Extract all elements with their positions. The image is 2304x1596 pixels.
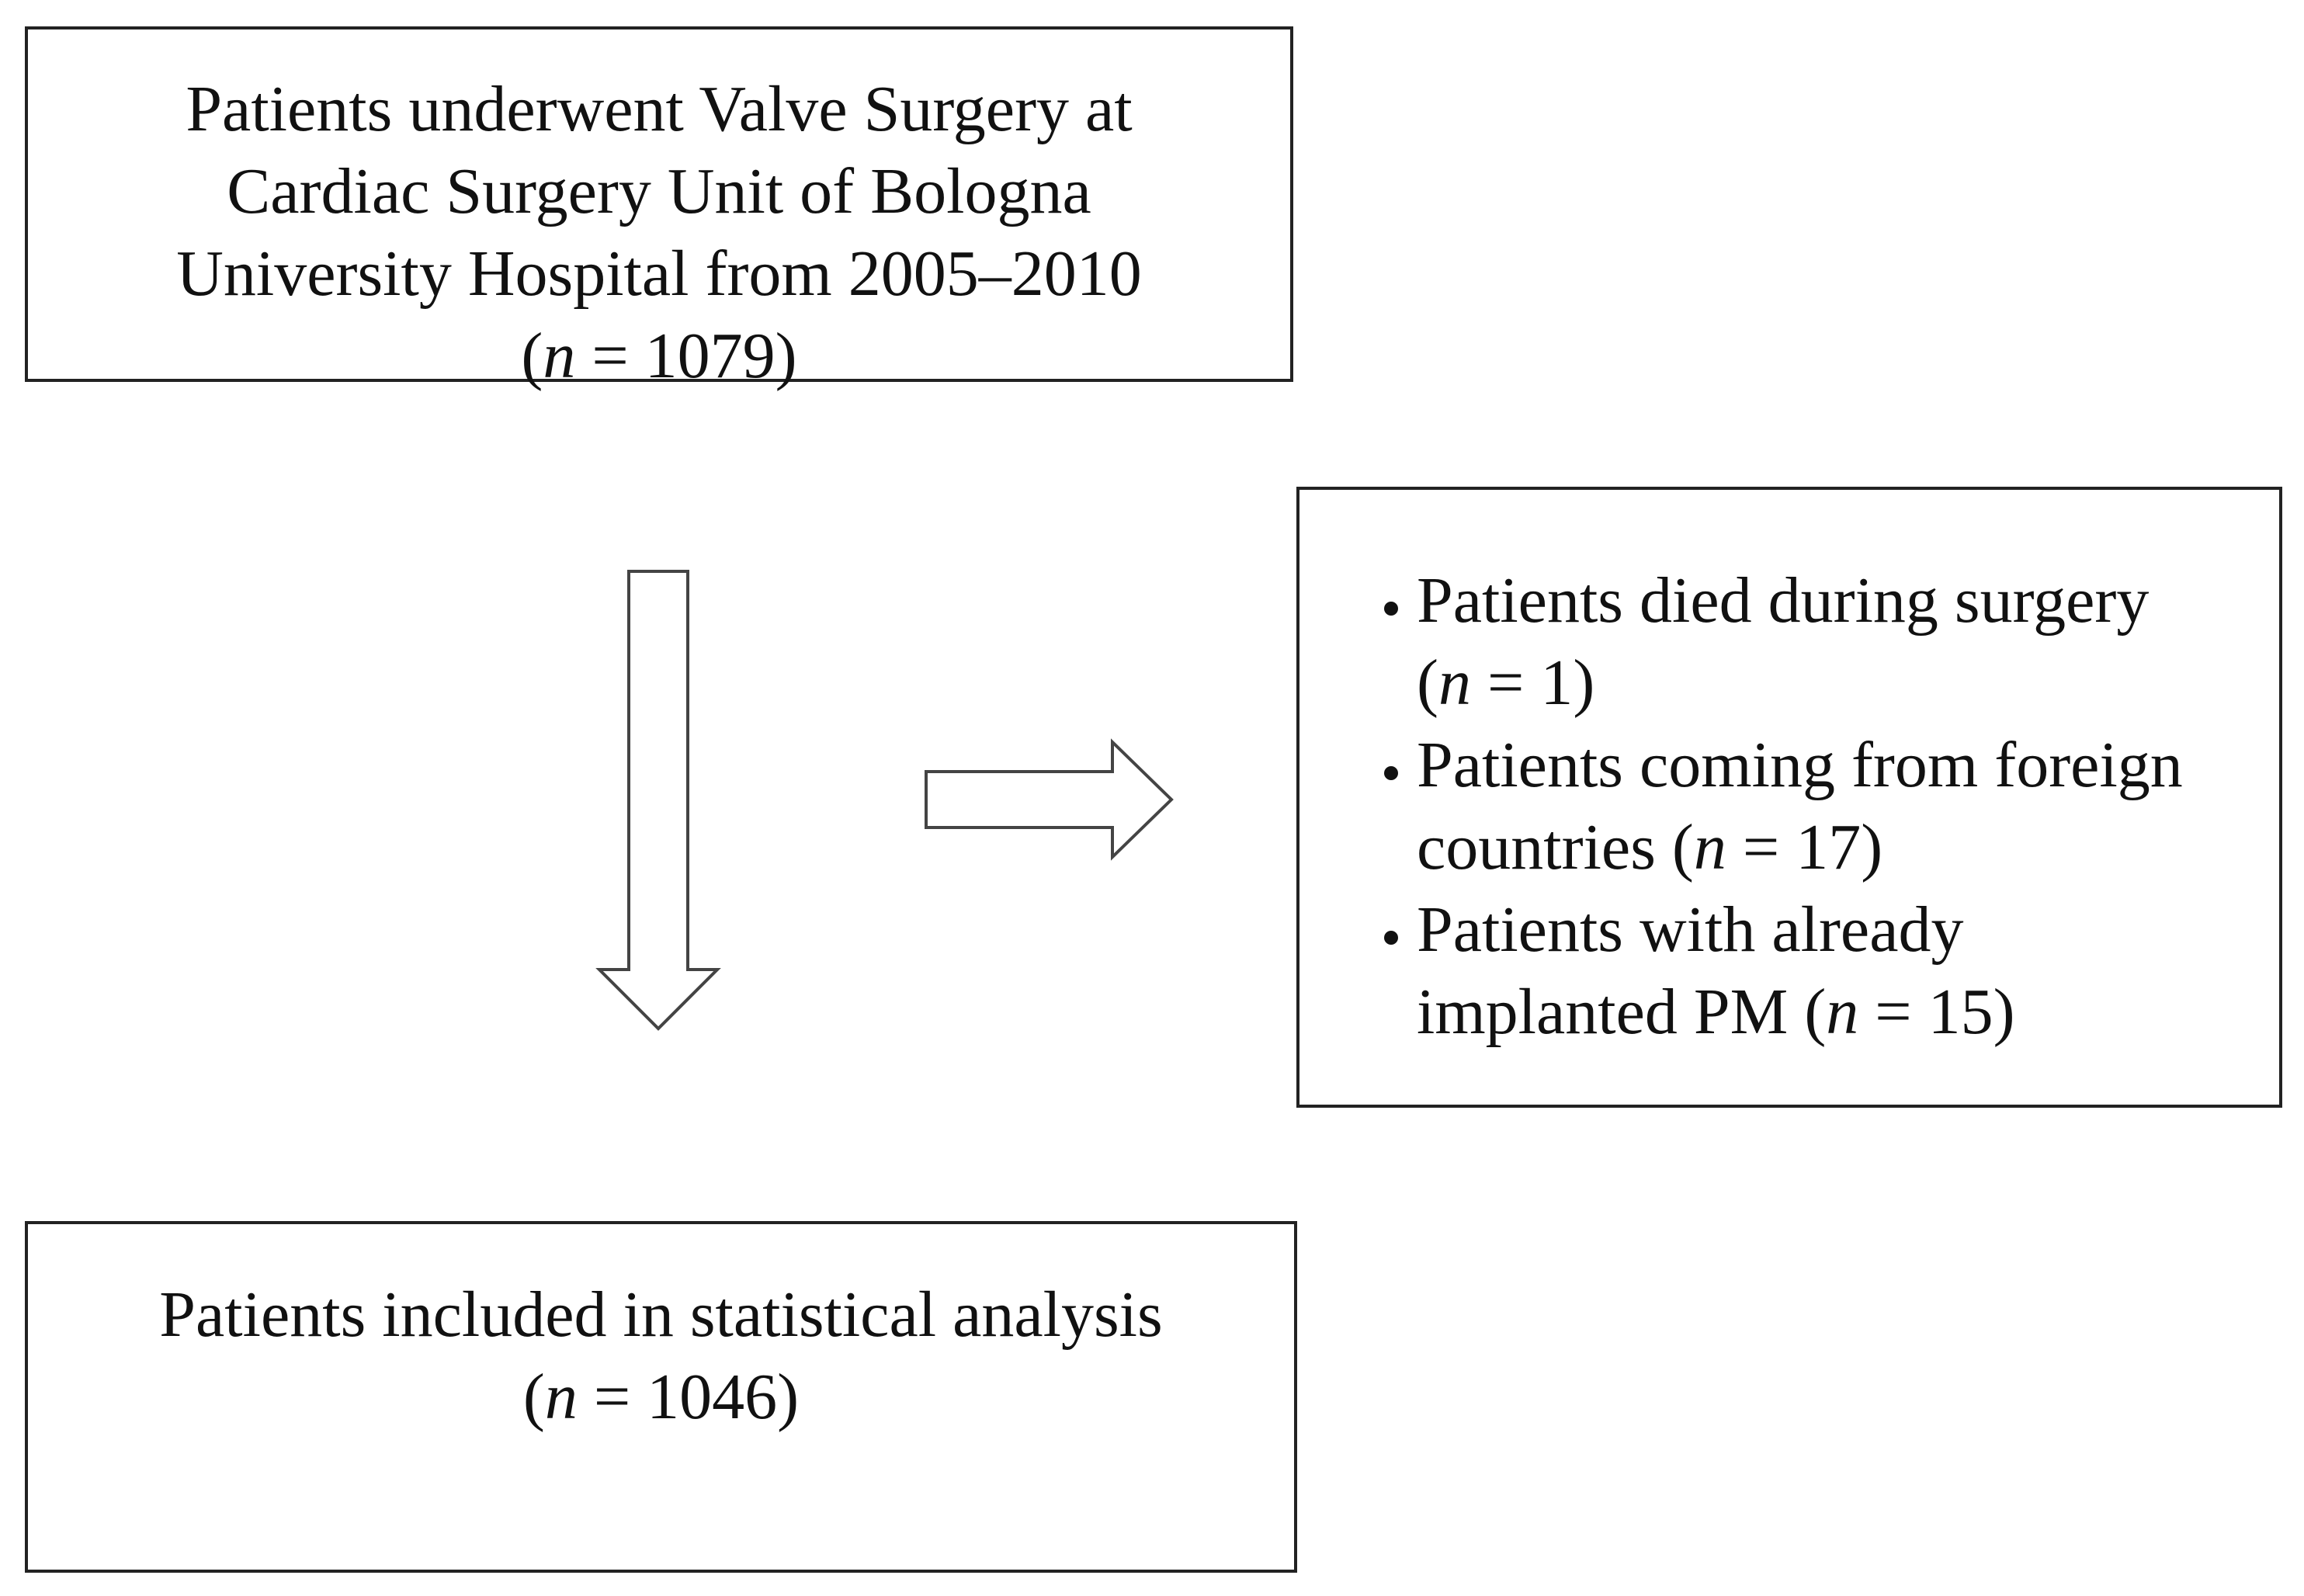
box-count: (n = 1079)	[106, 315, 1213, 397]
result-box: Patients included in statistical analysi…	[25, 1221, 1297, 1573]
count-symbol: n	[543, 320, 576, 392]
start-box: Patients underwent Valve Surgery at Card…	[25, 26, 1293, 392]
exclusion-item: Patients died during surgery (n = 1)	[1417, 560, 2193, 724]
exclusion-box: Patients died during surgery (n = 1)Pati…	[1296, 487, 2282, 1108]
item-text: = 17)	[1726, 811, 1883, 883]
box-label: Patients underwent Valve Surgery at Card…	[176, 73, 1142, 310]
item-text: Patients with already implanted PM (	[1417, 893, 1964, 1048]
count-value: = 1046)	[577, 1361, 800, 1433]
count-symbol: n	[1438, 647, 1471, 719]
count-open: (	[521, 320, 543, 392]
count-symbol: n	[1693, 811, 1726, 883]
item-text: = 1)	[1470, 647, 1595, 719]
box-count: (n = 1046)	[75, 1356, 1247, 1438]
item-text: Patients died during surgery (	[1417, 564, 2150, 719]
count-symbol: n	[1826, 976, 1859, 1048]
count-symbol: n	[544, 1361, 578, 1433]
count-value: = 1079)	[575, 320, 797, 392]
item-text: = 15)	[1858, 976, 2015, 1048]
box-label: Patients included in statistical analysi…	[159, 1279, 1163, 1351]
count-open: (	[522, 1361, 545, 1433]
exclusion-item: Patients coming from foreign countries (…	[1417, 724, 2193, 889]
down-arrow	[595, 570, 721, 1031]
exclusion-list: Patients died during surgery (n = 1)Pati…	[1346, 560, 2193, 1053]
item-text: Patients coming from foreign countries (	[1417, 729, 2183, 883]
right-arrow	[925, 738, 1174, 861]
exclusion-item: Patients with already implanted PM (n = …	[1417, 889, 2193, 1053]
